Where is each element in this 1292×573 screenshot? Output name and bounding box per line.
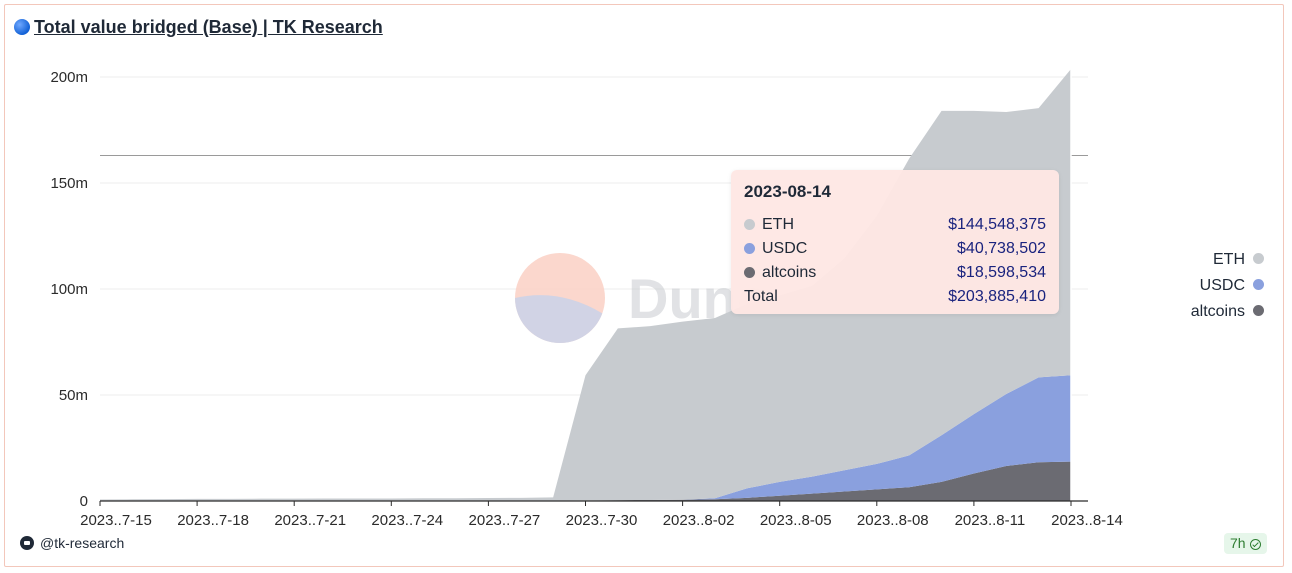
chart-title: Total value bridged (Base) | TK Research	[34, 17, 383, 37]
area-eth	[100, 68, 1071, 501]
usdc-dot-icon	[744, 243, 755, 254]
tooltip-value-eth: $144,548,375	[948, 216, 1046, 233]
altcoins-dot-icon	[744, 267, 755, 278]
tooltip-row-eth: ETH $144,548,375	[744, 213, 1046, 237]
eth-swatch-icon	[1253, 253, 1264, 264]
chart-tooltip: 2023-08-14 ETH $144,548,375 USDC $40,738…	[731, 170, 1059, 314]
tooltip-date: 2023-08-14	[744, 182, 831, 201]
refresh-status-badge[interactable]: 7h	[1224, 533, 1267, 554]
check-circle-icon	[1249, 539, 1261, 550]
dune-logo-wedge-icon	[515, 295, 603, 344]
area-altcoins	[100, 461, 1071, 501]
legend: ETH USDC altcoins	[1191, 250, 1264, 328]
y-tick-label: 100m	[50, 281, 88, 298]
x-tick-label: 2023..7-27	[469, 512, 541, 529]
tooltip-row-total: Total $203,885,410	[744, 285, 1046, 309]
legend-label-altcoins: altcoins	[1190, 303, 1245, 320]
legend-item-eth[interactable]: ETH	[1191, 250, 1264, 276]
legend-label-eth: ETH	[1213, 251, 1245, 268]
x-tick-label: 2023..8-08	[857, 512, 929, 529]
legend-label-usdc: USDC	[1199, 277, 1245, 294]
x-tick-label: 2023..8-02	[663, 512, 735, 529]
refresh-age: 7h	[1230, 535, 1246, 551]
usdc-swatch-icon	[1253, 279, 1264, 290]
author-name: @tk-research	[40, 535, 125, 551]
x-tick-label: 2023..7-24	[371, 512, 443, 529]
author-link[interactable]: @tk-research	[20, 535, 124, 551]
x-tick-label: 2023..8-14	[1051, 512, 1123, 529]
tooltip-label-eth: ETH	[762, 216, 794, 233]
tooltip-label-total: Total	[744, 288, 778, 305]
tooltip-row-altcoins: altcoins $18,598,534	[744, 261, 1046, 285]
tooltip-label-altcoins: altcoins	[762, 264, 817, 281]
y-tick-label: 200m	[50, 69, 88, 86]
x-tick-label: 2023..7-15	[80, 512, 152, 529]
x-tick-label: 2023..8-05	[760, 512, 832, 529]
x-tick-label: 2023..7-30	[566, 512, 638, 529]
eth-dot-icon	[744, 219, 755, 230]
altcoins-swatch-icon	[1253, 305, 1264, 316]
blue-circle-icon	[14, 19, 30, 35]
y-tick-label: 50m	[59, 387, 88, 404]
tooltip-label-usdc: USDC	[762, 240, 808, 257]
tooltip-value-total: $203,885,410	[948, 288, 1046, 305]
y-tick-label: 0	[80, 493, 88, 510]
tooltip-row-usdc: USDC $40,738,502	[744, 237, 1046, 261]
x-tick-label: 2023..7-21	[274, 512, 346, 529]
tooltip-value-altcoins: $18,598,534	[957, 264, 1046, 281]
axes: 0 50m 100m 150m 200m 2023..7-15 2023..7-18 2023…	[50, 69, 1122, 529]
tooltip-value-usdc: $40,738,502	[957, 240, 1046, 257]
y-tick-label: 150m	[50, 175, 88, 192]
legend-item-usdc[interactable]: USDC	[1191, 276, 1264, 302]
series-areas	[100, 68, 1072, 501]
avatar-icon	[20, 536, 34, 550]
chart-title-link[interactable]: Total value bridged (Base) | TK Research	[14, 17, 383, 38]
legend-item-altcoins[interactable]: altcoins	[1191, 302, 1264, 328]
x-tick-label: 2023..7-18	[177, 512, 249, 529]
x-tick-label: 2023..8-11	[955, 512, 1026, 529]
